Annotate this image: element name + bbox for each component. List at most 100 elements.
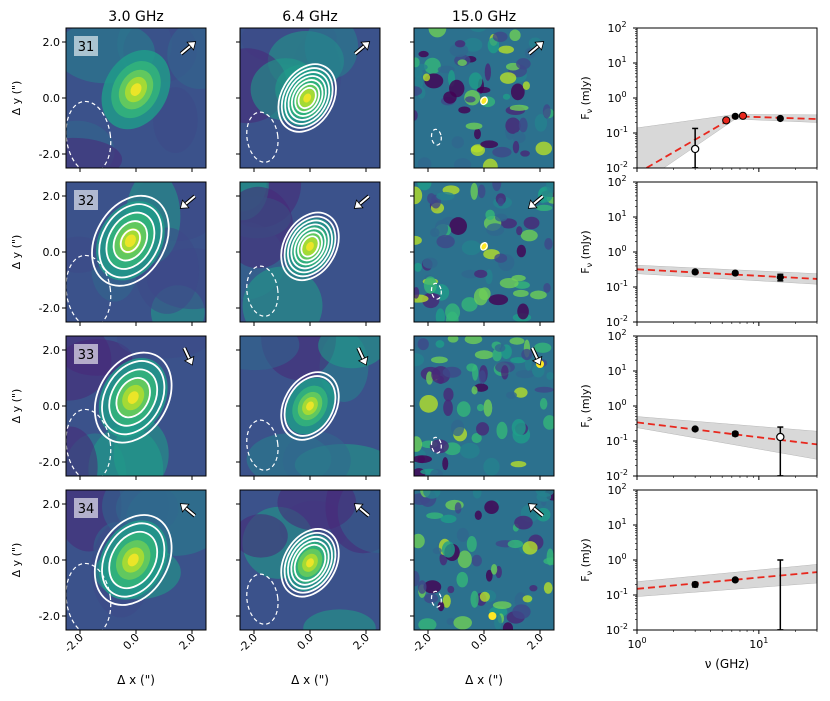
noise-blob [501,365,509,380]
image-structure [66,137,123,168]
data-point [776,432,785,442]
data-point [776,114,784,123]
noise-blob [449,217,468,235]
noise-blob [512,140,520,154]
image-content [240,490,380,630]
noise-blob [423,276,437,294]
data-point [690,144,700,154]
noise-blob [488,294,509,306]
noise-blob [476,403,485,412]
noise-blob [479,591,490,602]
noise-blob [513,289,529,298]
contour-5 [294,83,321,113]
noise-blob [543,415,554,430]
sed-content [637,559,817,630]
sed-y-tick-label: 100 [607,398,626,413]
noise-blob [442,457,449,471]
noise-blob [476,86,491,94]
noise-blob [478,370,486,385]
image-panel-32-15 [410,181,555,326]
noise-blob [442,594,451,608]
emission-level-4 [306,558,314,568]
sed-content [637,264,817,285]
contour-6 [300,235,320,258]
contour-4 [290,79,324,117]
noise-blob [507,539,524,549]
contour-0 [280,211,340,282]
sed-y-tick-label: 10-2 [606,468,628,483]
contour-2 [284,71,331,125]
beam-ellipse [430,590,442,608]
noise-blob [543,557,554,565]
contour-2 [108,530,159,590]
noise-blob [457,59,467,67]
beam-ellipse [430,128,442,146]
column-title-1: 6.4 GHz [282,9,337,25]
fit-line [637,571,817,590]
noise-blob [473,288,488,306]
emission-level-4 [306,401,314,411]
noise-blob [505,117,521,134]
image-panel-32-3: 32 -2.0 0.0 2.0 Δ y (") [10,181,207,326]
noise-blob [483,457,500,476]
noise-blob [414,86,423,96]
noise-blob [510,83,525,101]
direction-arrow-icon [179,194,197,209]
image-structure [167,28,206,89]
y-tick-label: 0.0 [43,400,61,413]
noise-blob [440,514,457,524]
noise-blob [544,238,553,250]
contour-1 [283,215,337,278]
sed-content [637,111,817,168]
column-titles: 3.0 GHz 6.4 GHz 15.0 GHz [108,9,516,25]
noise-blob [514,515,533,530]
noise-blob [471,433,482,444]
noise-blob [484,500,499,514]
data-point [731,269,739,277]
noise-blob [414,455,432,464]
x-tick-label: 0.0 [121,631,143,653]
beam-ellipse [66,100,112,168]
noise-blob [422,73,431,82]
noise-blob [543,282,551,293]
noise-blob [453,616,472,630]
noise-blob [417,338,429,351]
noise-blob [457,550,472,569]
contour-1 [101,522,166,598]
image-content: 34 [66,490,206,630]
y-axis-label: Δ y (") [10,235,23,270]
noise-blob [536,492,552,502]
contour-4 [293,227,327,266]
noise-blob [436,191,455,201]
image-content [240,182,380,322]
direction-arrow-icon [353,503,371,518]
direction-arrow-icon [356,346,369,366]
noise-blob [490,563,498,575]
y-tick-label: 2.0 [43,498,61,511]
direction-arrow-icon [353,41,371,56]
beam-ellipse [246,419,279,471]
beam-ellipse [246,573,279,625]
sed-y-tick-label: 10-1 [606,587,628,602]
contour-2 [108,368,159,427]
x-tick-label: -2.0 [410,631,434,655]
noise-blob [470,590,479,608]
noise-blob [499,72,517,84]
contour-1 [98,203,163,279]
noise-blob [523,216,540,230]
noise-blob [454,40,466,48]
noise-blob [417,182,432,191]
source-label-box [74,36,98,56]
noise-blob [468,72,483,90]
noise-blob [464,336,483,345]
x-axis-label: Δ x (") [117,673,155,687]
noise-blob [432,547,442,555]
fit-line [637,268,817,280]
noise-blob [476,422,490,436]
noise-blob [512,131,526,144]
contour-6 [297,86,317,110]
noise-blob [474,269,488,278]
column-title-0: 3.0 GHz [108,9,163,25]
contour-0 [93,514,173,606]
image-structure [66,236,106,273]
